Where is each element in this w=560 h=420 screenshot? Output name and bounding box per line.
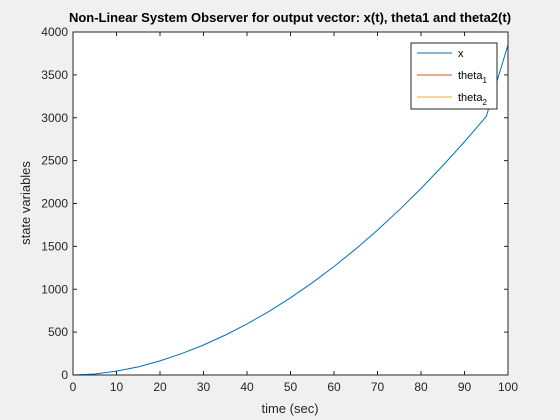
y-tick-label: 1000 <box>41 282 68 296</box>
legend-box <box>410 42 498 110</box>
y-tick-label: 3000 <box>41 111 68 125</box>
x-tick-label: 20 <box>153 380 167 394</box>
chart-title: Non-Linear System Observer for output ve… <box>69 10 511 25</box>
legend-label-theta2: theta2 <box>458 92 487 107</box>
y-axis-ticks: 0 500 1000 1500 2000 2500 3000 3500 4000 <box>41 25 508 382</box>
x-tick-label: 40 <box>240 380 254 394</box>
x-tick-label: 90 <box>458 380 472 394</box>
x-axis-label: time (sec) <box>261 401 318 416</box>
legend-entries: x theta1 theta2 <box>417 48 487 107</box>
x-axis-ticks: 0 10 20 30 40 50 60 70 80 90 100 <box>70 32 518 394</box>
y-tick-label: 0 <box>61 368 68 382</box>
x-tick-label: 100 <box>498 380 518 394</box>
legend: x theta1 theta2 <box>410 42 498 110</box>
x-tick-label: 0 <box>70 380 77 394</box>
legend-label-theta1: theta1 <box>458 70 487 85</box>
series-line-x <box>72 44 509 376</box>
x-tick-label: 30 <box>197 380 211 394</box>
y-axis-label: state variables <box>18 161 33 245</box>
y-tick-label: 2500 <box>41 154 68 168</box>
x-tick-label: 70 <box>371 380 385 394</box>
y-tick-label: 2000 <box>41 197 68 211</box>
legend-label-x: x <box>458 48 464 60</box>
x-tick-label: 80 <box>414 380 428 394</box>
x-tick-label: 60 <box>327 380 341 394</box>
x-tick-label: 10 <box>110 380 124 394</box>
y-tick-label: 3500 <box>41 68 68 82</box>
y-tick-label: 4000 <box>41 25 68 39</box>
x-tick-label: 50 <box>284 380 298 394</box>
y-tick-label: 500 <box>48 325 68 339</box>
y-tick-label: 1500 <box>41 239 68 253</box>
